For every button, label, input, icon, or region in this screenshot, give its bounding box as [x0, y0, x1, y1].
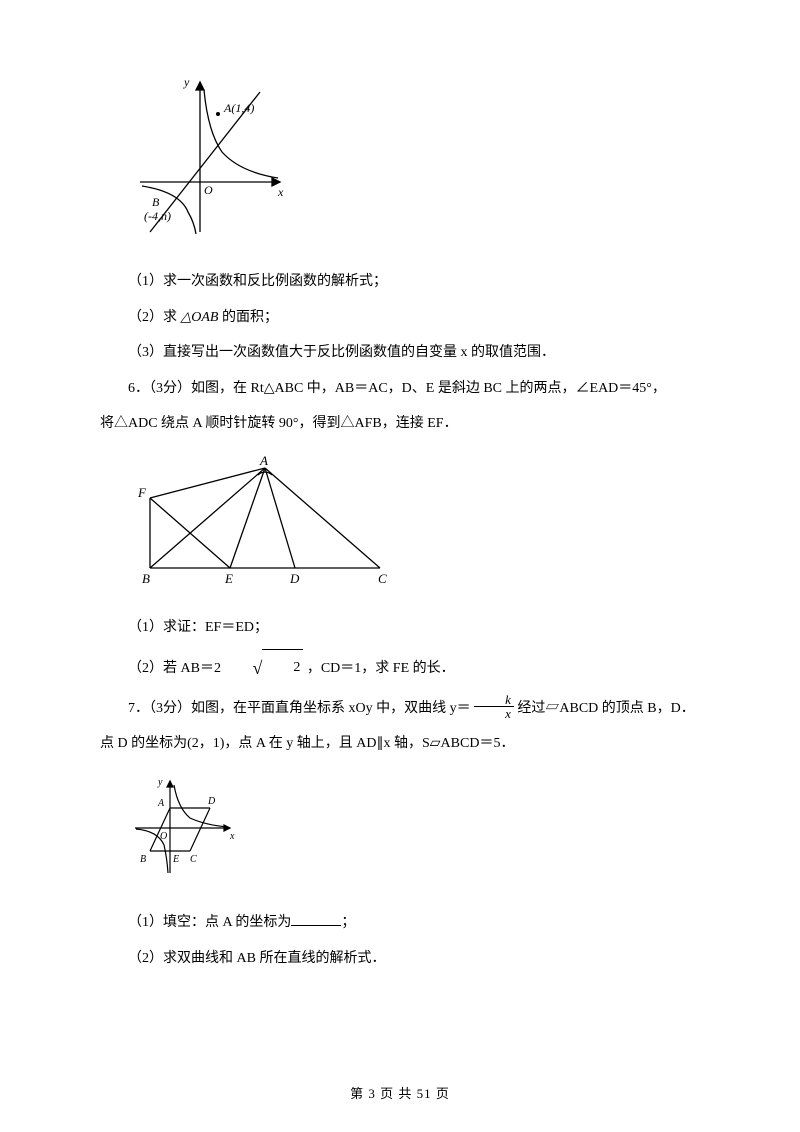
f3-c: C — [190, 854, 197, 865]
q6p2-text-b: ，CD＝1，求 FE 的长． — [303, 660, 454, 675]
vertex-d: D — [289, 571, 300, 586]
figure-parallelogram: y x O A D C B E — [130, 773, 700, 888]
point-b-label: B — [152, 195, 160, 209]
f3-y: y — [157, 777, 163, 788]
graph-svg: y x O A(1,4) B (-4,n) — [130, 72, 290, 242]
question-7-part-1: （1）填空：点 A 的坐标为 ； — [100, 906, 700, 940]
figure-triangle: A F B E D C — [130, 453, 700, 593]
axis-y-label: y — [183, 75, 190, 89]
q7-text-a: 7．（3分）如图，在平面直角坐标系 xOy 中，双曲线 y＝ — [128, 701, 474, 716]
question-7-intro-c: 点 D 的坐标为(2，1)，点 A 在 y 轴上，且 AD∥x 轴，S▱ABCD… — [100, 727, 700, 761]
f3-a: A — [157, 798, 165, 809]
question-6-intro-b: 将△ADC 绕点 A 顺时针旋转 90°，得到△AFB，连接 EF． — [100, 407, 700, 441]
vertex-f: F — [137, 485, 147, 500]
triangle-svg: A F B E D C — [130, 453, 400, 588]
question-part-1: （1）求一次函数和反比例函数的解析式； — [100, 265, 700, 299]
q7p1-text-b: ； — [341, 915, 355, 930]
frac-den: x — [474, 707, 514, 720]
f3-d: D — [207, 796, 216, 807]
axis-x-label: x — [277, 185, 284, 199]
frac-num: k — [474, 693, 514, 707]
vertex-e: E — [224, 571, 233, 586]
q7-text-b: 经过▱ABCD 的顶点 B，D． — [514, 701, 695, 716]
f3-e: E — [172, 854, 179, 865]
origin-label: O — [204, 183, 213, 197]
question-7-part-2: （2）求双曲线和 AB 所在直线的解析式． — [100, 942, 700, 976]
question-part-2: （2）求 △OAB 的面积； — [100, 301, 700, 335]
question-6-part-2: （2）若 AB＝2 √2 ，CD＝1，求 FE 的长． — [100, 647, 700, 690]
page-footer: 第 3 页 共 51 页 — [0, 1083, 800, 1102]
f3-b: B — [140, 854, 146, 865]
parallelogram-svg: y x O A D C B E — [130, 773, 240, 883]
f3-o: O — [160, 831, 167, 842]
q6p2-text-a: （2）若 AB＝2 — [128, 660, 224, 675]
vertex-c: C — [378, 571, 387, 586]
question-6-intro-a: 6．（3分）如图，在 Rt△ABC 中，AB＝AC，D、E 是斜边 BC 上的两… — [100, 372, 700, 406]
question-6-part-1: （1）求证：EF＝ED； — [100, 611, 700, 645]
f3-x: x — [229, 831, 235, 842]
figure-coordinate-graph: y x O A(1,4) B (-4,n) — [130, 72, 700, 247]
vertex-b: B — [142, 571, 150, 586]
point-b-coord: (-4,n) — [144, 209, 171, 223]
q7p1-text-a: （1）填空：点 A 的坐标为 — [128, 915, 291, 930]
sqrt-value: 2 — [262, 649, 303, 685]
triangle-oab: △OAB — [181, 310, 219, 325]
q2-text-b: 的面积； — [218, 310, 278, 325]
q2-text-a: （2）求 — [128, 310, 181, 325]
fill-blank — [291, 912, 341, 926]
question-7-intro-a: 7．（3分）如图，在平面直角坐标系 xOy 中，双曲线 y＝ kx 经过▱ABC… — [100, 692, 700, 726]
fraction-kx: kx — [474, 693, 514, 720]
question-part-3: （3）直接写出一次函数值大于反比例函数值的自变量 x 的取值范围． — [100, 336, 700, 370]
vertex-a: A — [259, 453, 268, 468]
point-a-label: A(1,4) — [223, 101, 254, 115]
sqrt-symbol: √2 — [224, 647, 303, 690]
